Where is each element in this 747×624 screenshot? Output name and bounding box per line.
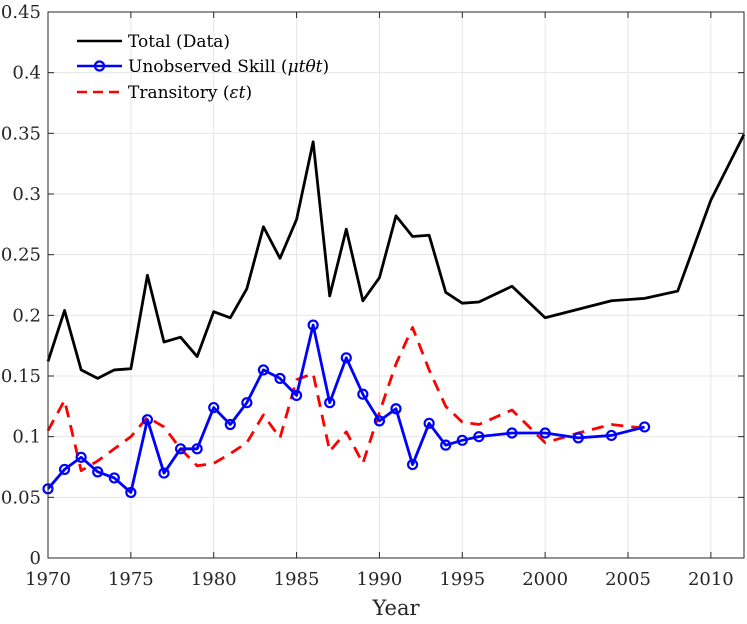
data-point — [324, 397, 336, 409]
axis-ticks — [47, 11, 744, 559]
series-line-0 — [46, 133, 746, 380]
x-tick-label: 1975 — [108, 569, 154, 590]
data-point — [92, 466, 104, 478]
x-tick-label: 2000 — [522, 569, 568, 590]
series-line-2 — [46, 326, 645, 473]
data-point — [307, 319, 319, 331]
data-point — [373, 415, 386, 427]
y-tick-label: 0 — [30, 548, 41, 569]
data-point — [290, 389, 303, 402]
data-point — [572, 432, 584, 444]
series-layer — [42, 133, 746, 499]
data-point — [638, 421, 651, 433]
x-axis-title: Year — [371, 596, 420, 620]
x-tick-label: 2005 — [605, 569, 651, 590]
grid-lines — [47, 11, 744, 559]
data-point — [191, 443, 203, 455]
x-tick-label: 1980 — [191, 569, 237, 590]
x-tick-label: 1970 — [25, 569, 71, 590]
data-point — [257, 364, 270, 376]
tick-labels: 1970 1975 1980 1985 1990 1995 2000 2005 2010 0 0.0… — [1, 2, 734, 590]
data-point — [423, 417, 435, 429]
y-tick-label: 0.3 — [12, 184, 41, 205]
data-point — [158, 467, 170, 479]
data-point — [340, 352, 352, 364]
data-point — [506, 427, 518, 439]
series-line-1 — [46, 323, 645, 494]
y-tick-label: 0.15 — [1, 366, 41, 387]
data-point — [108, 472, 120, 484]
data-point — [125, 486, 137, 499]
data-point — [141, 414, 154, 426]
y-tick-label: 0.05 — [1, 487, 41, 508]
data-point — [274, 372, 286, 385]
legend-label-transitory: Transitory (εt) — [128, 83, 252, 103]
legend-label-total: Total (Data) — [128, 32, 230, 52]
legend-marker-skill — [93, 60, 106, 72]
data-point — [456, 434, 468, 446]
plot-frame — [47, 11, 745, 559]
data-point — [390, 403, 402, 415]
data-point — [605, 429, 618, 442]
data-point — [473, 431, 485, 443]
x-tick-label: 1985 — [274, 569, 320, 590]
data-point — [406, 458, 419, 471]
legend-label-skill: Unobserved Skill (μtθt) — [128, 57, 329, 77]
data-point — [357, 388, 369, 400]
data-point — [58, 463, 71, 476]
data-point — [174, 443, 187, 455]
legend: Total (Data) Unobserved Skill (μtθt) Tra… — [77, 32, 329, 103]
y-tick-label: 0.4 — [12, 63, 41, 84]
x-tick-label: 1995 — [439, 569, 485, 590]
y-tick-label: 0.1 — [12, 427, 41, 448]
y-tick-label: 0.2 — [12, 305, 41, 326]
data-point — [539, 427, 551, 439]
y-tick-label: 0.45 — [1, 2, 41, 23]
data-point — [208, 401, 220, 414]
y-tick-label: 0.35 — [1, 123, 41, 144]
y-tick-label: 0.25 — [1, 245, 41, 266]
x-tick-label: 2010 — [688, 569, 734, 590]
x-tick-label: 1990 — [357, 569, 403, 590]
data-point — [241, 397, 253, 409]
data-point — [75, 451, 87, 463]
data-point — [224, 418, 236, 431]
data-point — [440, 439, 452, 451]
